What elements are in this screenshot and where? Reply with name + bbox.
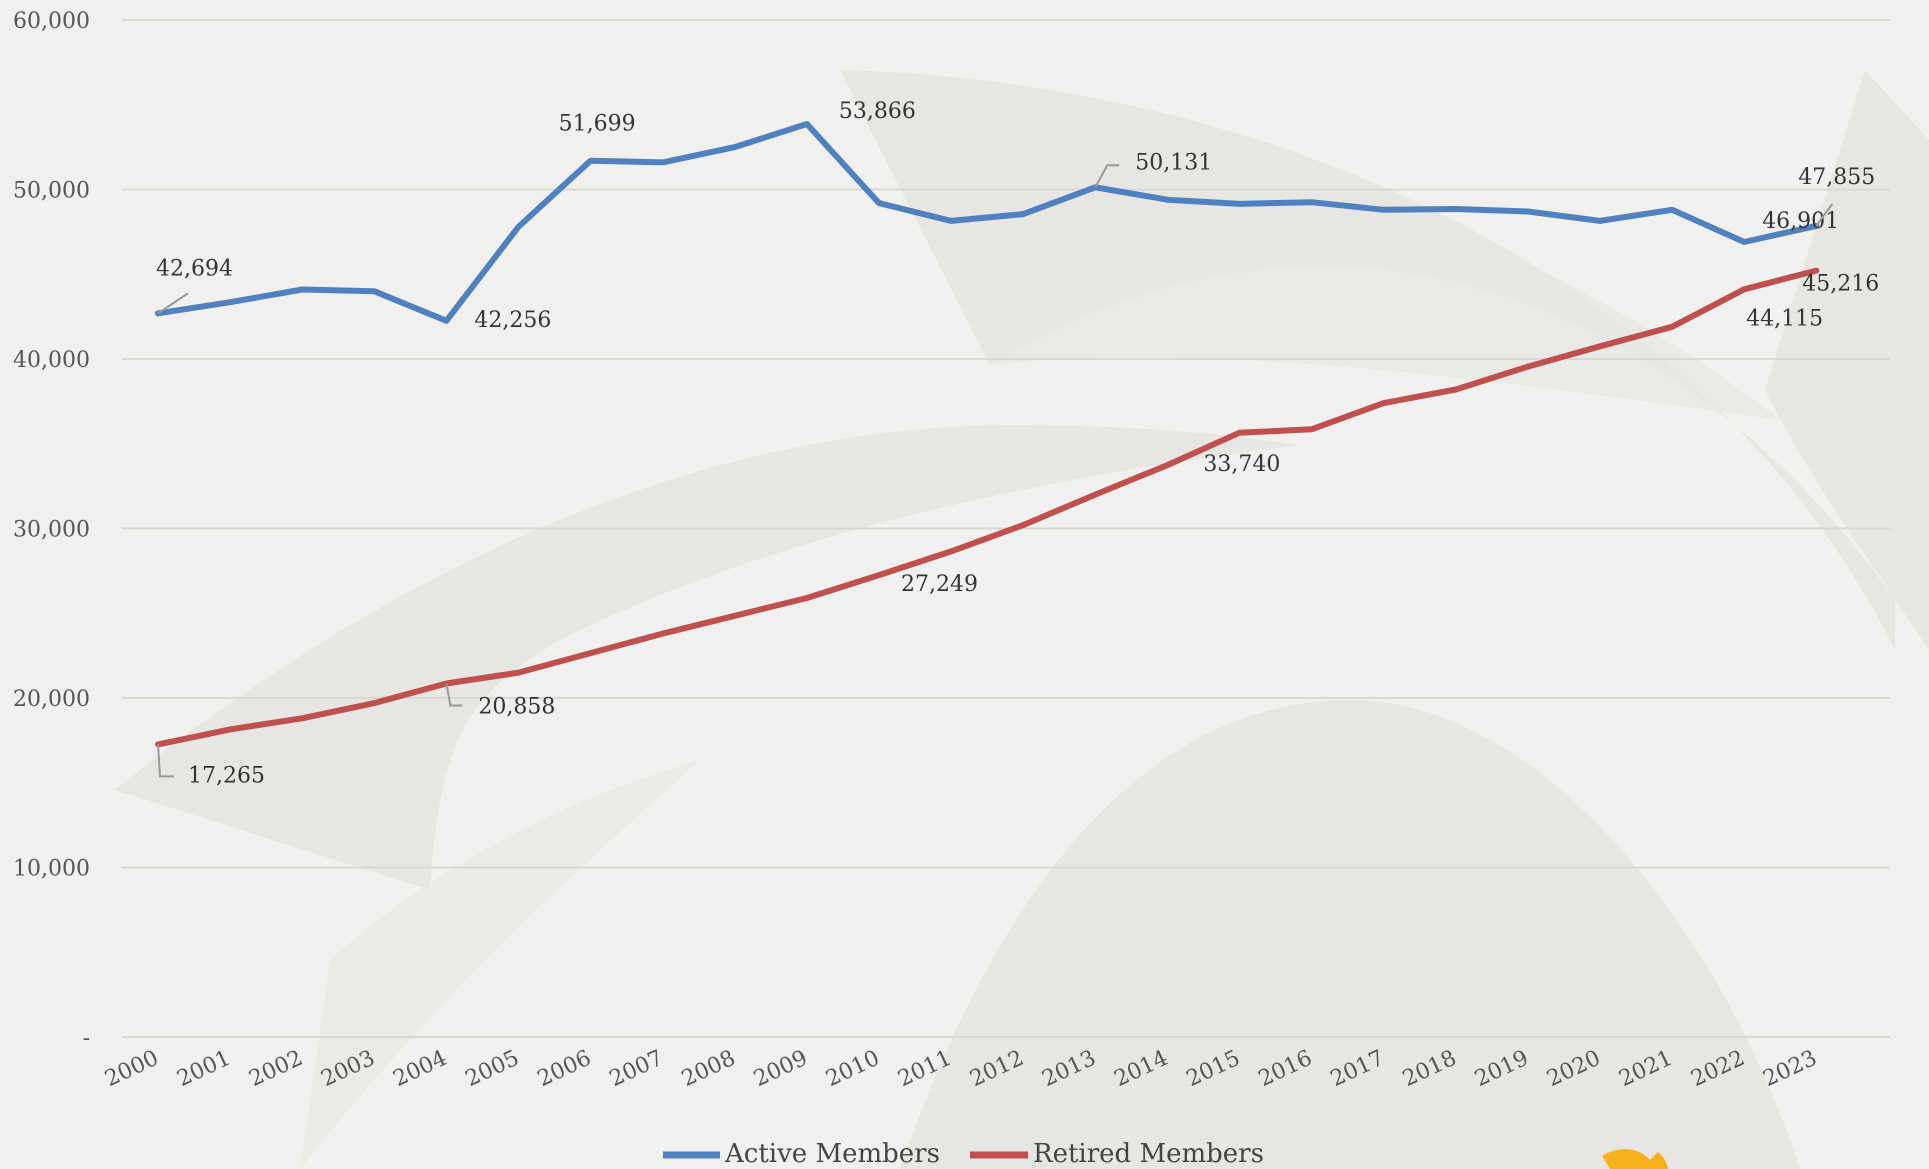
- data-label-leader: [1094, 164, 1120, 188]
- data-label: 42,256: [474, 308, 551, 333]
- series-line-active-members: [155, 121, 1820, 324]
- y-tick-label: 40,000: [13, 348, 90, 373]
- data-label: 20,858: [478, 694, 555, 719]
- y-tick-label: 60,000: [13, 9, 90, 34]
- logo-icon: [1602, 1149, 1668, 1169]
- x-tick-label: 2023: [1760, 1046, 1821, 1092]
- series-lines: [155, 121, 1820, 748]
- gridlines: [122, 19, 1890, 1038]
- data-label: 17,265: [188, 763, 265, 788]
- data-label-leader: [157, 744, 174, 778]
- x-tick-label: 2002: [245, 1046, 306, 1092]
- x-tick-label: 2000: [101, 1046, 162, 1092]
- legend-label-active-members: Active Members: [724, 1139, 940, 1169]
- x-tick-label: 2010: [822, 1046, 883, 1092]
- data-label: 45,216: [1802, 272, 1879, 297]
- data-label: 44,115: [1746, 306, 1823, 331]
- series-line-retired-members: [155, 267, 1820, 748]
- data-label: 27,249: [901, 572, 978, 597]
- y-tick-label: 30,000: [13, 518, 90, 543]
- x-tick-label: 2005: [462, 1046, 523, 1092]
- data-label: 51,699: [559, 112, 636, 137]
- y-axis-tick-labels: - 10,000 20,000 30,000 40,000 50,000 60,000: [13, 9, 90, 1051]
- background-swoosh-shapes: [115, 70, 1929, 1169]
- data-label: 46,901: [1762, 209, 1839, 234]
- data-label: 53,866: [839, 99, 916, 124]
- legend: Active Members Retired Members: [663, 1139, 1264, 1169]
- data-labels: 42,694 42,256 51,699 53,866 50,131 46,901 47,8…: [156, 99, 1879, 788]
- y-tick-label: -: [83, 1026, 90, 1051]
- data-label: 47,855: [1798, 165, 1875, 190]
- x-tick-label: 2007: [606, 1046, 667, 1092]
- data-label: 33,740: [1203, 452, 1280, 477]
- data-label: 50,131: [1135, 150, 1212, 175]
- legend-label-retired-members: Retired Members: [1033, 1139, 1264, 1169]
- x-tick-label: 2001: [173, 1046, 234, 1092]
- x-tick-label: 2009: [750, 1046, 811, 1092]
- y-tick-label: 20,000: [13, 687, 90, 712]
- data-label-leader: [157, 292, 189, 315]
- x-tick-label: 2004: [390, 1046, 451, 1092]
- y-tick-label: 50,000: [13, 179, 90, 204]
- data-label: 42,694: [156, 256, 233, 281]
- data-label-leader: [445, 683, 463, 707]
- x-tick-label: 2008: [678, 1046, 739, 1092]
- x-tick-label: 2006: [534, 1046, 595, 1092]
- y-tick-label: 10,000: [13, 857, 90, 882]
- data-label-leader: [1815, 203, 1834, 227]
